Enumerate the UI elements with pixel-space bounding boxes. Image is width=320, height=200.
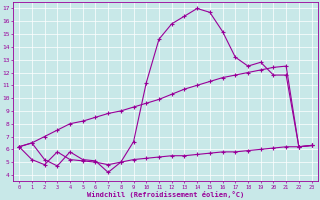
X-axis label: Windchill (Refroidissement éolien,°C): Windchill (Refroidissement éolien,°C) [87,191,244,198]
